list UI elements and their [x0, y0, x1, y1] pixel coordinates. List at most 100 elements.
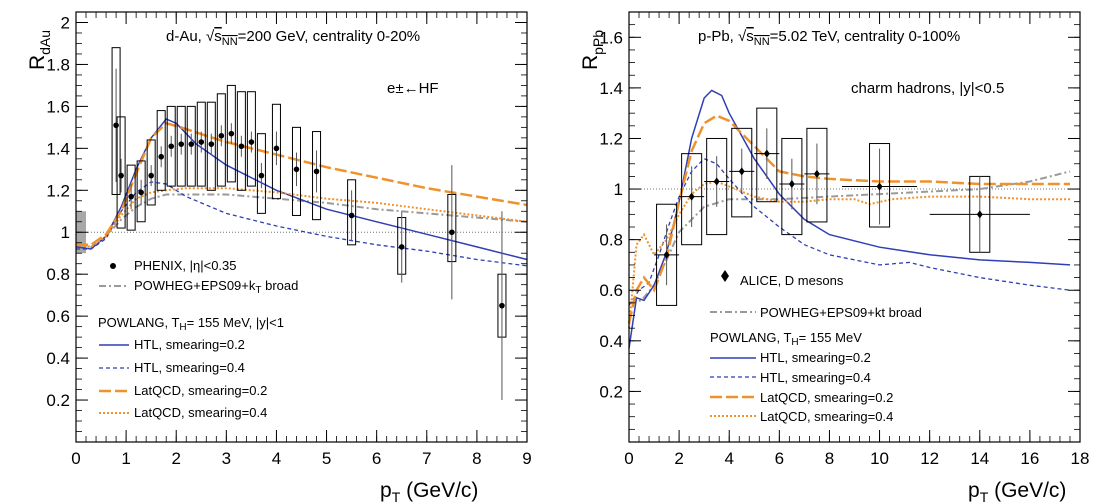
right-legend-powheg-label: POWHEG+EPS09+kt broad — [760, 305, 922, 320]
left-y-tick-label: 0.6 — [46, 307, 70, 326]
left-x-tick-label: 1 — [121, 449, 130, 468]
left-data-point — [228, 130, 235, 137]
right-x-tick-label: 8 — [825, 449, 834, 468]
right-y-tick-label: 1.6 — [599, 28, 623, 47]
right-syst-box — [681, 153, 703, 246]
left-x-tick-label: 0 — [71, 449, 80, 468]
right-data-point — [976, 210, 983, 219]
right-system-annotation: p-Pb, √sNN=5.02 TeV, centrality 0-100% — [698, 28, 960, 48]
right-y-tick-label: 1.4 — [599, 79, 623, 98]
left-x-tick-label: 7 — [422, 449, 431, 468]
right-x-tick-label: 10 — [870, 449, 889, 468]
left-syst-box — [156, 110, 166, 191]
left-y-tick-label: 1.8 — [46, 55, 70, 74]
right-legend-lat04-label: LatQCD, smearing=0.4 — [760, 409, 893, 424]
right-y-tick-label: 0.8 — [599, 231, 623, 250]
left-data-point — [273, 145, 280, 152]
left-data-point — [138, 189, 144, 196]
right-axis-ticks: 0 2 4 6 8 10 12 14 16 18 0.2 0.4 0.6 0.8 1 1.2 1.4 1.6 — [599, 11, 1089, 468]
left-legend-lat04-label: LatQCD, smearing=0.4 — [134, 405, 267, 420]
right-legend-data-label: ALICE, D mesons — [740, 273, 844, 288]
right-legend-data-marker — [721, 270, 729, 282]
left-x-tick-label: 6 — [372, 449, 381, 468]
right-syst-box — [731, 127, 753, 218]
left-syst-box — [111, 47, 121, 195]
left-syst-box — [236, 91, 246, 191]
right-y-tick-label: 1 — [614, 180, 623, 199]
right-data-point — [738, 167, 745, 176]
left-y-tick-label: 0.2 — [46, 391, 70, 410]
right-y-tick-label: 0.4 — [599, 332, 623, 351]
right-y-axis-label: RpPb — [579, 30, 606, 70]
left-curve-htl-solid — [75, 118, 528, 261]
left-data-point — [148, 172, 154, 179]
right-x-tick-label: 12 — [920, 449, 939, 468]
left-syst-box — [246, 91, 256, 187]
left-curve-lat-dashed — [76, 121, 528, 247]
left-chart-panel: 0 1 2 3 4 5 6 7 8 9 0.2 0.4 0.6 0.8 1 1.2 1.4 1.6 1.8 2 RdA… — [26, 11, 532, 503]
left-data-point — [218, 132, 225, 139]
left-y-tick-label: 0.4 — [46, 349, 70, 368]
right-data-point — [813, 169, 820, 178]
right-data-point — [663, 250, 670, 259]
right-chart-marks — [627, 89, 1080, 349]
left-data-point — [398, 244, 405, 250]
left-syst-box — [166, 105, 176, 187]
right-x-tick-label: 6 — [775, 449, 784, 468]
left-curve-lat-dotted — [75, 187, 528, 248]
right-curve-powheg — [628, 170, 1071, 304]
right-y-tick-label: 0.6 — [599, 281, 623, 300]
right-x-tick-label: 16 — [1020, 449, 1039, 468]
right-data-point — [876, 182, 883, 191]
left-syst-box — [226, 84, 236, 183]
left-legend-data-label: PHENIX, |η|<0.35 — [134, 258, 237, 273]
left-syst-box — [206, 101, 216, 191]
left-data-point — [128, 193, 134, 200]
left-curve-htl-dashed — [76, 181, 528, 267]
left-x-tick-label: 9 — [522, 449, 531, 468]
left-x-axis-label: pT (GeV/c) — [380, 479, 478, 503]
left-x-tick-label: 8 — [472, 449, 481, 468]
left-syst-box — [216, 93, 226, 187]
left-y-tick-label: 1.2 — [46, 181, 70, 200]
right-data-point — [763, 149, 770, 158]
left-syst-box — [312, 131, 322, 221]
right-x-tick-label: 4 — [724, 449, 733, 468]
right-syst-box — [781, 137, 803, 236]
right-curve-lat-dashed — [627, 114, 1070, 324]
right-chart-panel: 0 2 4 6 8 10 12 14 16 18 0.2 0.4 0.6 0.8 1 1.2 1.4 1.6 Rp… — [579, 11, 1089, 503]
right-legend: ALICE, D mesons POWHEG+EPS09+kt broad PO… — [710, 270, 922, 424]
left-x-tick-label: 4 — [272, 449, 281, 468]
left-y-tick-label: 1.6 — [46, 97, 70, 116]
left-y-axis-label: RdAu — [26, 30, 53, 70]
right-syst-box — [706, 137, 728, 236]
left-x-tick-label: 2 — [171, 449, 180, 468]
left-legend-model-header: POWLANG, TH= 155 MeV, |y|<1 — [98, 315, 284, 333]
left-data-point — [348, 212, 355, 219]
right-legend-htl02-label: HTL, smearing=0.2 — [760, 350, 871, 365]
left-legend-powheg-label: POWHEG+EPS09+kT broad — [134, 278, 298, 296]
left-curve-powheg — [75, 193, 528, 248]
left-plot-frame — [75, 11, 528, 443]
left-data-point — [258, 172, 265, 179]
left-data-point — [118, 172, 124, 179]
left-syst-box — [116, 116, 126, 229]
left-syst-box — [347, 179, 357, 246]
right-data-point — [713, 177, 720, 186]
left-data-point — [178, 141, 185, 147]
left-data-point — [113, 122, 119, 129]
left-syst-box — [136, 160, 146, 223]
left-syst-box — [196, 101, 206, 187]
left-syst-box — [256, 133, 266, 214]
left-data-point — [313, 168, 320, 175]
right-x-tick-label: 0 — [624, 449, 633, 468]
right-probe-annotation: charm hadrons, |y|<0.5 — [851, 80, 1004, 97]
left-data-point — [168, 143, 175, 150]
right-syst-box — [869, 143, 891, 228]
left-legend-data-marker — [110, 263, 116, 269]
right-y-tick-label: 0.2 — [599, 382, 623, 401]
right-data-point — [788, 180, 795, 188]
left-legend-htl04-label: HTL, smearing=0.4 — [134, 360, 245, 375]
left-legend: PHENIX, |η|<0.35 POWHEG+EPS09+kT broad P… — [98, 258, 298, 420]
left-data-point — [198, 139, 205, 145]
